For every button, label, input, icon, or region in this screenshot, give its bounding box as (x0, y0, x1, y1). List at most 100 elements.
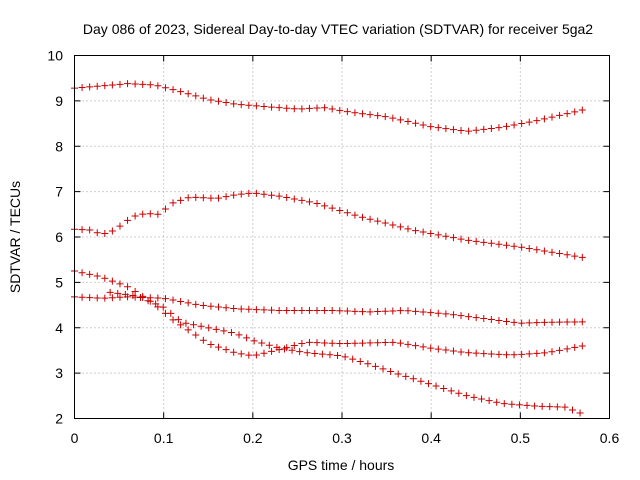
data-point (212, 325, 220, 333)
data-point (351, 109, 359, 117)
data-point (136, 294, 144, 301)
data-point (222, 304, 230, 312)
data-point (538, 402, 546, 410)
data-point (192, 300, 200, 308)
data-point (568, 406, 576, 414)
data-point (533, 319, 541, 327)
data-point (290, 307, 298, 315)
data-point (457, 235, 465, 243)
data-point (417, 377, 425, 385)
data-point (533, 246, 541, 254)
data-point (243, 334, 251, 342)
data-point (427, 344, 435, 352)
data-point (215, 343, 223, 351)
data-point (563, 251, 571, 259)
data-point (260, 306, 268, 314)
data-point (108, 294, 116, 302)
data-point (305, 338, 313, 346)
y-tick-label: 6 (55, 229, 63, 245)
data-point (472, 126, 480, 134)
y-tick-label: 10 (47, 48, 63, 64)
data-point (230, 348, 238, 356)
data-point (518, 243, 526, 251)
y-tick-label: 3 (55, 365, 63, 381)
data-point (419, 228, 427, 236)
data-point (389, 338, 397, 346)
data-point (427, 309, 435, 317)
data-point (396, 116, 404, 124)
data-point (296, 348, 304, 356)
data-point (465, 127, 473, 135)
data-point (343, 209, 351, 217)
data-point (442, 346, 450, 354)
x-tick-label: 0.4 (421, 430, 441, 446)
data-point (434, 124, 442, 132)
data-point (343, 108, 351, 116)
data-point (177, 88, 185, 96)
data-point (116, 222, 124, 230)
y-axis-title: SDTVAR / TECUs (7, 181, 23, 293)
data-point (394, 370, 402, 378)
data-point (154, 294, 162, 302)
data-point (465, 313, 473, 321)
data-point (169, 296, 177, 304)
data-point (313, 200, 321, 208)
data-point (275, 104, 283, 112)
data-points (71, 80, 586, 417)
data-point (116, 80, 124, 88)
data-point (273, 343, 281, 351)
x-tick-label: 0.6 (600, 430, 620, 446)
data-point (412, 227, 420, 235)
data-point (106, 288, 114, 296)
data-point (184, 326, 192, 334)
data-point (374, 112, 382, 120)
data-point (328, 105, 336, 113)
data-point (336, 206, 344, 214)
data-point (237, 190, 245, 198)
x-axis-title: GPS time / hours (288, 457, 395, 473)
data-point (108, 277, 116, 285)
data-point (374, 217, 382, 225)
data-point (533, 117, 541, 125)
data-point (252, 351, 260, 359)
data-point (480, 238, 488, 246)
data-point (139, 80, 147, 88)
data-point (101, 274, 109, 282)
y-tick-label: 7 (55, 184, 63, 200)
data-point (86, 270, 94, 278)
data-point (578, 106, 586, 114)
data-point (177, 196, 185, 204)
data-point (404, 340, 412, 348)
data-point (578, 342, 586, 350)
data-point (381, 113, 389, 121)
data-point (275, 192, 283, 200)
x-tick-label: 0.2 (243, 430, 263, 446)
data-point (108, 227, 116, 235)
data-point (321, 339, 329, 347)
data-point (326, 351, 334, 359)
data-point (290, 105, 298, 113)
data-point (457, 312, 465, 320)
data-point (540, 349, 548, 357)
data-point (462, 392, 470, 400)
data-point (402, 372, 410, 380)
data-point (457, 127, 465, 135)
data-point (371, 362, 379, 370)
data-point (381, 307, 389, 315)
data-point (268, 306, 276, 314)
data-point (442, 310, 450, 318)
data-point (576, 409, 584, 417)
y-tick-label: 9 (55, 93, 63, 109)
data-point (434, 345, 442, 353)
data-point (561, 403, 569, 411)
x-tick-label: 0.3 (332, 430, 352, 446)
data-point (207, 194, 215, 202)
x-tick-label: 0.5 (511, 430, 531, 446)
data-point (563, 110, 571, 118)
data-point (313, 339, 321, 347)
data-point (222, 346, 230, 354)
data-point (457, 348, 465, 356)
data-point (298, 196, 306, 204)
data-point (510, 242, 518, 250)
data-point (389, 307, 397, 315)
